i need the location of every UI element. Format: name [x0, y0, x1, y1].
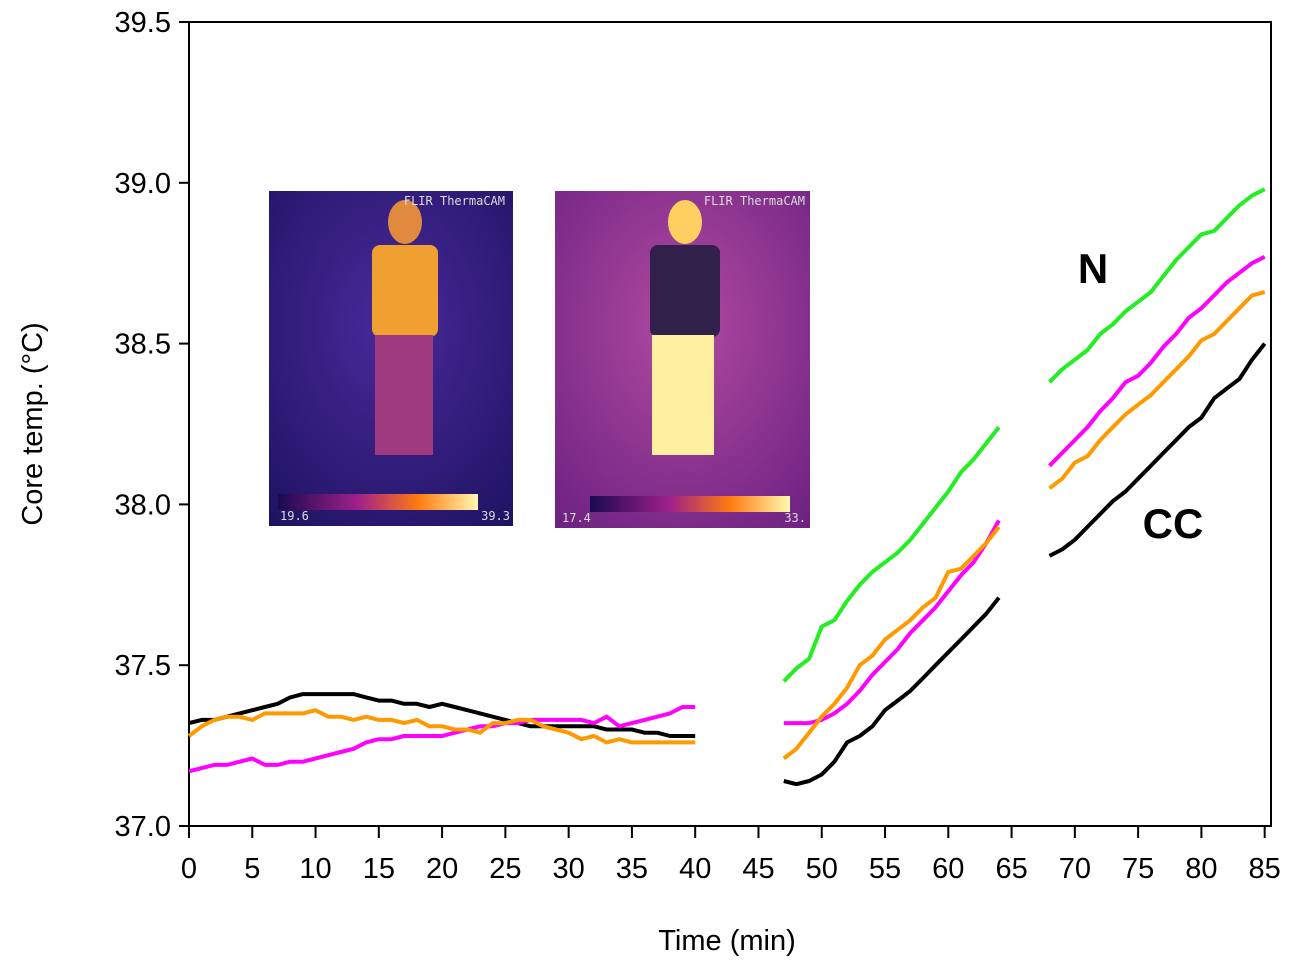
- x-tick-label: 45: [742, 853, 774, 885]
- y-tick-label: 39.0: [115, 168, 171, 200]
- plot-frame: [188, 21, 1272, 827]
- annotation: CC: [1143, 500, 1204, 547]
- series-line: [188, 342, 1267, 787]
- x-tick-label: 0: [181, 853, 197, 885]
- inset-image: FLIR ThermaCAM 19.6 39.3: [269, 191, 513, 526]
- x-tick-label: 5: [244, 853, 260, 885]
- x-tick-label: 80: [1185, 853, 1217, 885]
- x-tick-label: 20: [426, 853, 458, 885]
- inset-scale-min: 19.6: [280, 509, 309, 523]
- x-tick-label: 10: [299, 853, 331, 885]
- x-tick-label: 25: [489, 853, 521, 885]
- y-tick-label: 38.0: [115, 489, 171, 521]
- inset-scale-max: 39.3: [481, 509, 510, 523]
- y-tick-label: 38.5: [115, 329, 171, 361]
- x-tick-label: 55: [869, 853, 901, 885]
- x-axis-label: Time (min): [658, 925, 795, 957]
- inset-scale-max: 33.: [784, 511, 806, 525]
- series-line: [187, 290, 1266, 761]
- x-tick-label: 35: [616, 853, 648, 885]
- x-tick-label: 40: [679, 853, 711, 885]
- y-tick-label: 37.0: [115, 811, 171, 843]
- inset-scale-min: 17.4: [562, 511, 591, 525]
- x-tick-label: 30: [553, 853, 585, 885]
- x-tick-label: 60: [932, 853, 964, 885]
- x-tick-label: 70: [1059, 853, 1091, 885]
- annotation: N: [1078, 245, 1108, 292]
- y-tick-label: 39.5: [115, 7, 171, 39]
- inset-image: FLIR ThermaCAM 17.4 33.: [555, 191, 810, 528]
- x-tick-label: 50: [806, 853, 838, 885]
- inset-brand: FLIR ThermaCAM: [404, 194, 505, 208]
- y-axis-label: Core temp. (°C): [17, 322, 49, 525]
- x-tick-label: 15: [363, 853, 395, 885]
- x-tick-label: 85: [1249, 853, 1281, 885]
- x-tick-label: 75: [1122, 853, 1154, 885]
- y-tick-label: 37.5: [115, 650, 171, 682]
- series-line: [782, 187, 1266, 683]
- inset-brand: FLIR ThermaCAM: [704, 194, 805, 208]
- x-tick-label: 65: [995, 853, 1027, 885]
